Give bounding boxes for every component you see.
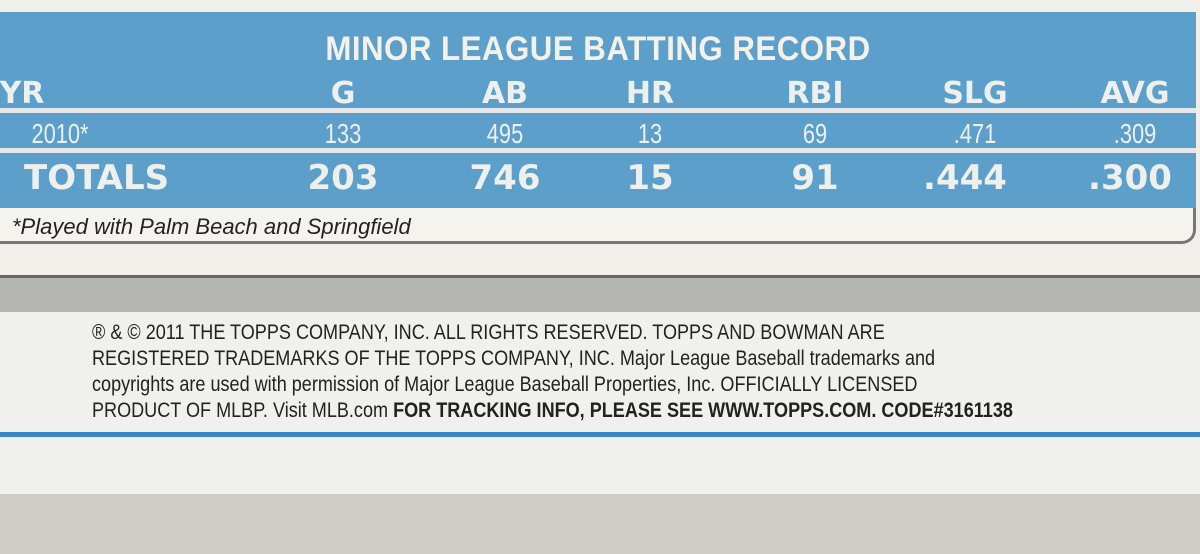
legal-text-part: PRODUCT OF MLBP. Visit MLB.com: [92, 399, 394, 422]
header-yr: YR: [0, 76, 45, 111]
blue-rule: [0, 432, 1200, 437]
footnote-box: *Played with Palm Beach and Springfield: [0, 208, 1196, 244]
header-rbi: RBI: [786, 76, 844, 111]
divider: [0, 108, 1196, 113]
row-rbi: 69: [802, 118, 828, 149]
row-avg: .309: [1113, 118, 1157, 149]
totals-avg: .300: [1088, 158, 1172, 198]
table-title: MINOR LEAGUE BATTING RECORD: [325, 30, 871, 68]
header-ab: AB: [481, 76, 529, 111]
batting-record-panel: MINOR LEAGUE BATTING RECORD YR G AB HR R…: [0, 12, 1196, 208]
totals-ab: 746: [469, 158, 541, 198]
footnote: *Played with Palm Beach and Springfield: [12, 214, 411, 239]
row-ab: 495: [486, 118, 524, 149]
totals-slg: .444: [923, 158, 1007, 198]
row-g: 133: [324, 118, 362, 149]
legal-text: ® & © 2011 THE TOPPS COMPANY, INC. ALL R…: [92, 320, 1152, 424]
legal-card: ® & © 2011 THE TOPPS COMPANY, INC. ALL R…: [0, 312, 1200, 494]
header-g: G: [330, 76, 356, 111]
card-edge: [0, 275, 1200, 313]
tracking-info: FOR TRACKING INFO, PLEASE SEE WWW.TOPPS.…: [393, 399, 1013, 422]
legal-line: PRODUCT OF MLBP. Visit MLB.com FOR TRACK…: [92, 398, 1152, 424]
header-hr: HR: [625, 76, 675, 111]
totals-g: 203: [307, 158, 379, 198]
header-slg: SLG: [942, 76, 1008, 111]
row-hr: 13: [637, 118, 663, 149]
legal-line: ® & © 2011 THE TOPPS COMPANY, INC. ALL R…: [92, 321, 885, 344]
totals-hr: 15: [626, 158, 674, 198]
header-avg: AVG: [1100, 76, 1170, 111]
row-year: 2010*: [31, 118, 89, 149]
legal-line: copyrights are used with permission of M…: [92, 373, 918, 396]
legal-line: REGISTERED TRADEMARKS OF THE TOPPS COMPA…: [92, 347, 936, 370]
totals-rbi: 91: [791, 158, 839, 198]
row-slg: .471: [953, 118, 997, 149]
divider: [0, 148, 1196, 153]
totals-label: TOTALS: [24, 158, 170, 198]
